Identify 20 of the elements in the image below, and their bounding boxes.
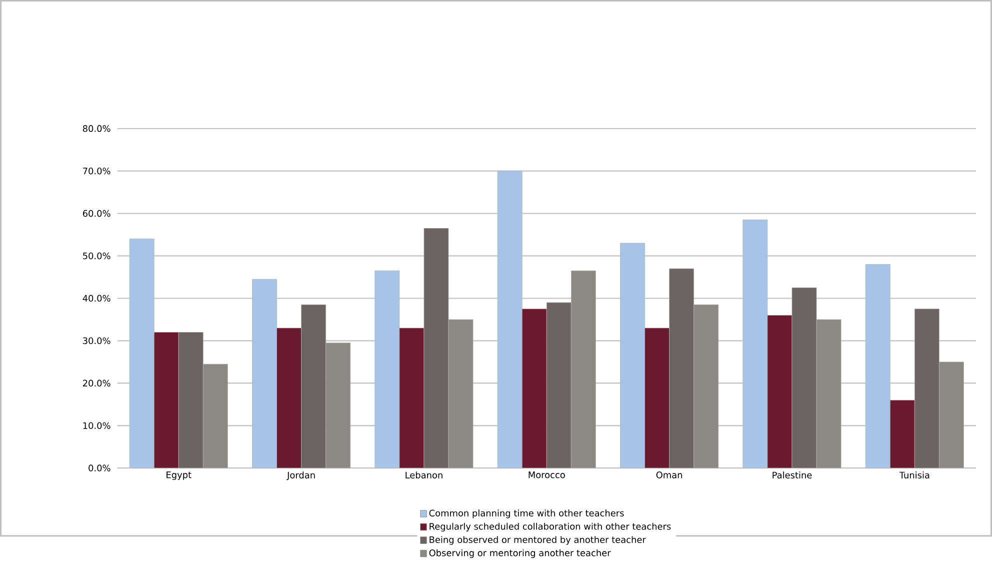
x-tick-label: Jordan	[286, 472, 315, 480]
x-tick-label: Tunisia	[899, 472, 930, 479]
y-tick-label: 30.0%	[83, 338, 110, 344]
x-tick-label: Palestine	[772, 472, 812, 479]
y-tick-label: 50.0%	[83, 252, 110, 260]
legend-label: Common planning time with other teachers	[429, 510, 624, 518]
y-tick-label: 20.0%	[83, 380, 110, 387]
y-tick-label: 70.0%	[83, 168, 110, 175]
y-tick-label: 10.0%	[83, 422, 110, 430]
legend-label: Being observed or mentored by another teacher	[430, 536, 646, 545]
x-tick-label: Morocco	[528, 472, 565, 478]
x-tick-label: Egypt	[166, 472, 192, 480]
x-tick-label: Oman	[656, 472, 682, 478]
legend-label: Observing or mentoring another teacher	[429, 550, 611, 558]
y-tick-label: 60.0%	[82, 210, 110, 217]
x-tick-label: Lebanon	[406, 472, 442, 479]
y-tick-label: 40.0%	[82, 295, 110, 302]
legend-label: Regularly scheduled collaboration with other teachers	[430, 523, 671, 532]
y-tick-label: 0.0%	[88, 464, 110, 472]
y-tick-label: 80.0%	[82, 125, 110, 132]
